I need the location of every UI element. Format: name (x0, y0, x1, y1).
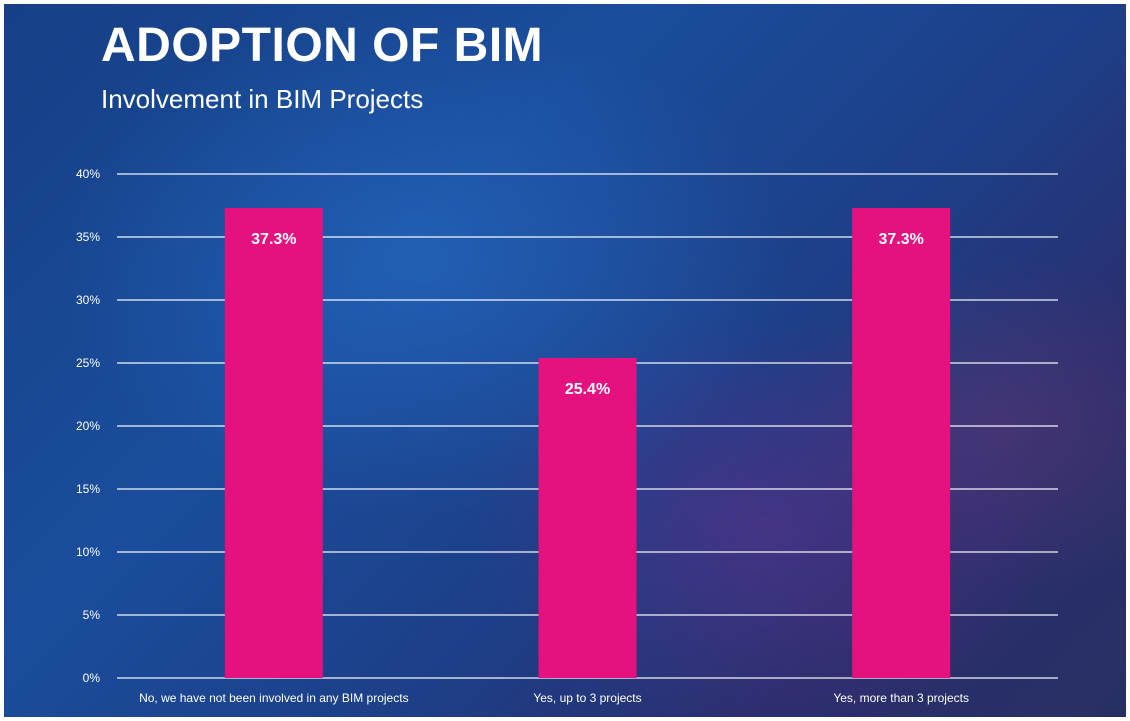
data-label: 25.4% (565, 381, 610, 398)
data-label: 37.3% (251, 231, 296, 248)
y-tick-label: 40% (76, 167, 100, 181)
x-category-label: No, we have not been involved in any BIM… (139, 691, 408, 705)
bar-3 (852, 208, 951, 678)
bar-2 (538, 357, 637, 678)
bar-1 (224, 208, 323, 678)
y-tick-label: 0% (83, 671, 101, 685)
x-category-label: Yes, more than 3 projects (833, 691, 969, 705)
y-tick-label: 15% (76, 482, 100, 496)
y-tick-label: 10% (76, 545, 100, 559)
y-tick-label: 5% (83, 608, 101, 622)
bar-layer (224, 208, 951, 678)
chart-title: ADOPTION OF BIM (101, 19, 544, 72)
label-layer: 0% 5% 10% 15% 20% 25% 30% 35% 40% 37.3% No, we hav… (76, 167, 969, 705)
y-tick-label: 35% (76, 230, 100, 244)
y-tick-label: 30% (76, 293, 100, 307)
chart-subtitle: Involvement in BIM Projects (101, 84, 424, 114)
x-category-label: Yes, up to 3 projects (533, 691, 641, 705)
y-tick-label: 20% (76, 419, 100, 433)
y-tick-label: 25% (76, 356, 100, 370)
data-label: 37.3% (878, 231, 923, 248)
